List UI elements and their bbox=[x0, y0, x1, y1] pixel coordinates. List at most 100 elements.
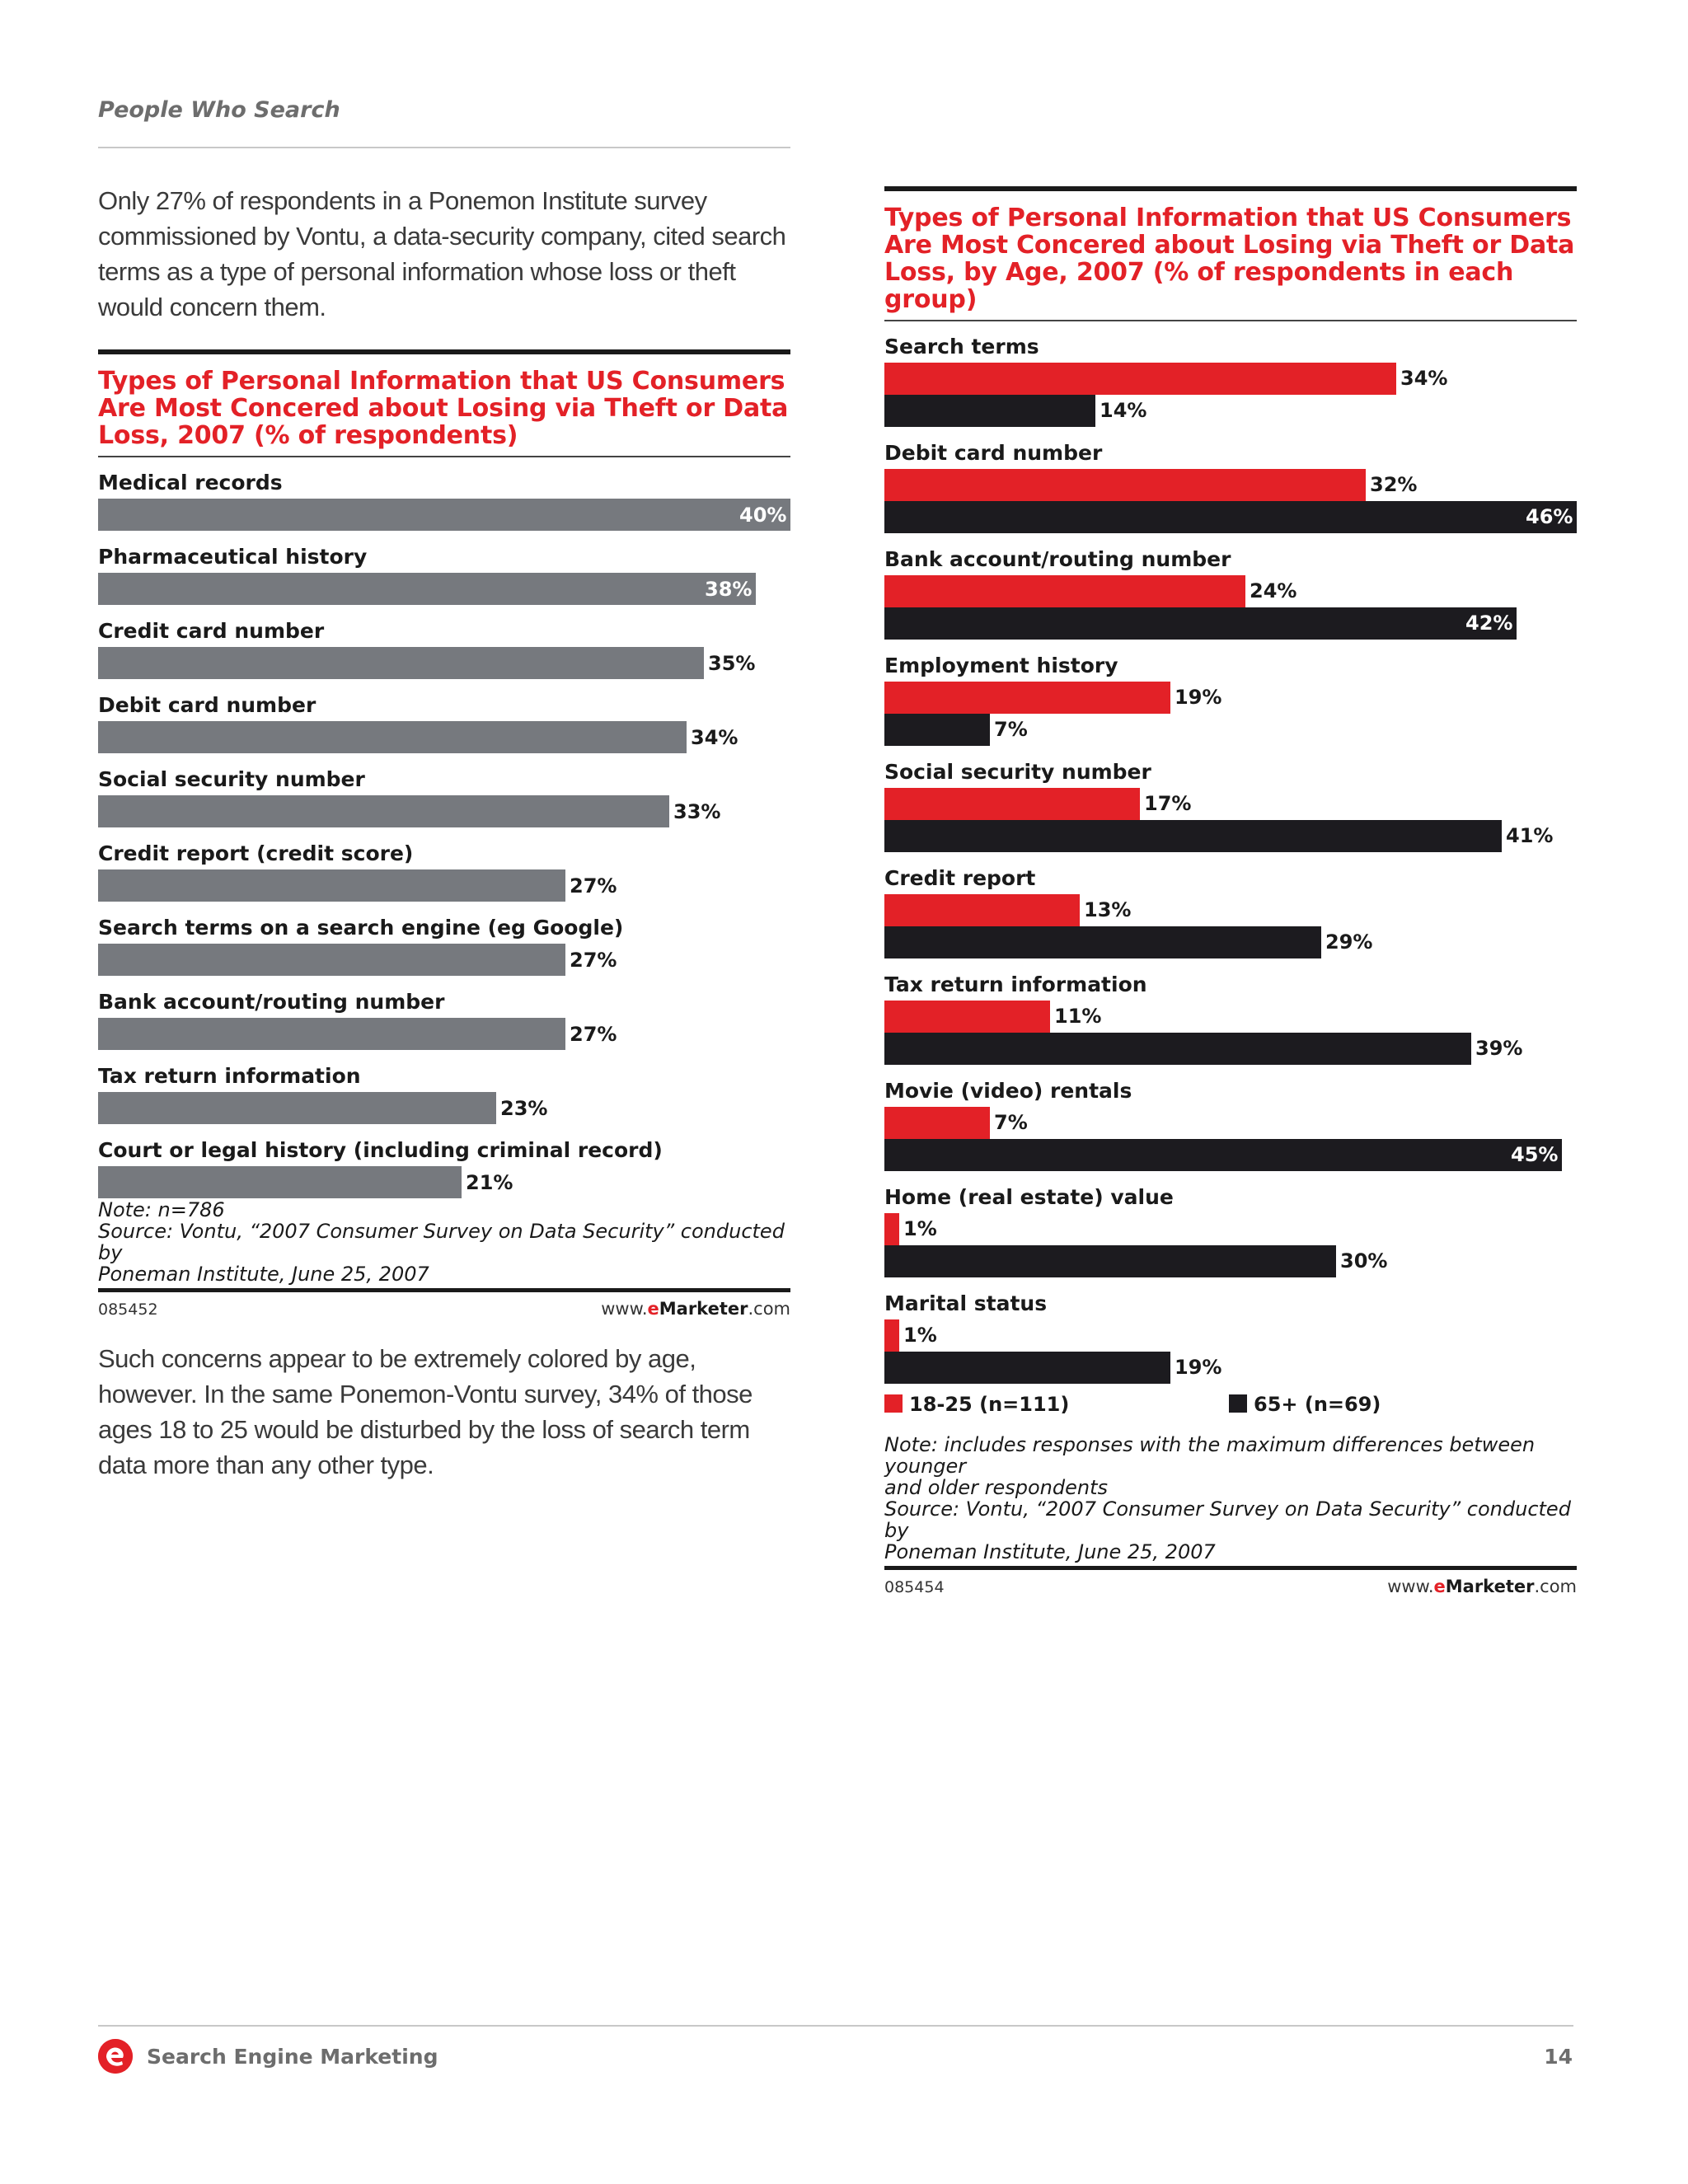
bar-value-label: 29% bbox=[1325, 930, 1373, 954]
bar-18-25 bbox=[884, 788, 1140, 820]
chart-id: 085452 bbox=[98, 1301, 158, 1319]
legend-label: 65+ (n=69) bbox=[1254, 1393, 1381, 1416]
category-label: Employment history bbox=[884, 654, 1118, 677]
bar-group: Credit card number 35% bbox=[98, 606, 790, 680]
site-suffix: .com bbox=[1534, 1577, 1577, 1596]
bar-65-plus bbox=[884, 714, 990, 746]
bar-value-label: 45% bbox=[1511, 1143, 1559, 1166]
chart-bars: Search terms 34% 14% Debit card number 32% 46… bbox=[884, 321, 1577, 1393]
site-suffix: .com bbox=[748, 1299, 790, 1319]
bar-value-label: 32% bbox=[1370, 473, 1418, 496]
bar-group: Home (real estate) value 1% 30% bbox=[884, 1172, 1577, 1278]
chart-footer-rule bbox=[884, 1566, 1577, 1570]
bar-value-label: 24% bbox=[1250, 579, 1297, 602]
site-brand: Marketer bbox=[1445, 1577, 1535, 1596]
category-label: Search terms on a search engine (eg Goog… bbox=[98, 916, 624, 940]
bar-group: Bank account/routing number 24% 42% bbox=[884, 534, 1577, 640]
bar bbox=[98, 944, 565, 976]
chart-note: Note: n=786 bbox=[98, 1198, 225, 1221]
bar-value-label: 14% bbox=[1100, 399, 1147, 422]
chart-notes: Note: includes responses with the maximu… bbox=[884, 1434, 1577, 1563]
chart-source-line: Source: Vontu, “2007 Consumer Survey on … bbox=[884, 1497, 1571, 1542]
category-label: Credit card number bbox=[98, 619, 325, 643]
site-e: e bbox=[1433, 1577, 1446, 1596]
bar-value-label: 21% bbox=[466, 1171, 513, 1194]
bar-18-25 bbox=[884, 575, 1245, 607]
bar-value-label: 39% bbox=[1475, 1037, 1523, 1060]
bar-group: Social security number 17% 41% bbox=[884, 747, 1577, 853]
bar-18-25 bbox=[884, 1319, 899, 1352]
chart-by-age: Types of Personal Information that US Co… bbox=[884, 186, 1577, 1601]
bar-value-label: 38% bbox=[705, 578, 753, 601]
bar-value-label: 40% bbox=[739, 504, 787, 527]
bar-value-label: 19% bbox=[1175, 1356, 1222, 1379]
bar-value-label: 1% bbox=[903, 1324, 937, 1347]
bar-group: Pharmaceutical history 38% bbox=[98, 532, 790, 606]
chart-top-bar bbox=[98, 349, 790, 354]
site-e: e bbox=[647, 1299, 659, 1319]
bar-65-plus bbox=[884, 1352, 1170, 1384]
chart-title-rule bbox=[884, 320, 1577, 321]
category-label: Pharmaceutical history bbox=[98, 545, 368, 569]
bar-65-plus bbox=[884, 1139, 1562, 1171]
bar-group: Tax return information 11% 39% bbox=[884, 959, 1577, 1066]
category-label: Tax return information bbox=[884, 972, 1147, 996]
category-label: Movie (video) rentals bbox=[884, 1079, 1132, 1103]
bar-value-label: 27% bbox=[570, 949, 617, 972]
bar-value-label: 34% bbox=[691, 726, 738, 749]
emarketer-link[interactable]: www.eMarketer.com bbox=[1387, 1577, 1577, 1596]
chart-footer-rule bbox=[98, 1288, 790, 1292]
category-label: Tax return information bbox=[98, 1064, 361, 1088]
bar bbox=[98, 869, 565, 902]
category-label: Court or legal history (including crimin… bbox=[98, 1138, 663, 1162]
bar-group: Marital status 1% 19% bbox=[884, 1278, 1577, 1385]
bar-18-25 bbox=[884, 682, 1170, 714]
category-label: Marital status bbox=[884, 1291, 1048, 1315]
followup-paragraph: Such concerns appear to be extremely col… bbox=[98, 1344, 753, 1479]
category-label: Bank account/routing number bbox=[884, 547, 1231, 571]
bar-value-label: 13% bbox=[1084, 898, 1132, 921]
bar bbox=[98, 721, 687, 753]
intro-paragraph: Only 27% of respondents in a Ponemon Ins… bbox=[98, 186, 786, 321]
bar-group: Credit report 13% 29% bbox=[884, 853, 1577, 959]
bar-value-label: 35% bbox=[708, 652, 756, 675]
legend-label: 18-25 (n=111) bbox=[909, 1393, 1070, 1416]
category-label: Bank account/routing number bbox=[98, 990, 445, 1014]
section-title: People Who Search bbox=[98, 97, 340, 123]
chart-source-line: Source: Vontu, “2007 Consumer Survey on … bbox=[98, 1220, 785, 1264]
bar-group: Debit card number 34% bbox=[98, 680, 790, 754]
bar-65-plus bbox=[884, 501, 1577, 533]
bar-group: Bank account/routing number 27% bbox=[98, 977, 790, 1051]
site-prefix: www. bbox=[601, 1299, 648, 1319]
bar-value-label: 1% bbox=[903, 1217, 937, 1240]
bar bbox=[98, 573, 756, 605]
bar-value-label: 42% bbox=[1465, 612, 1513, 635]
bar-value-label: 17% bbox=[1144, 792, 1192, 815]
bar-18-25 bbox=[884, 1213, 899, 1245]
bar-65-plus bbox=[884, 395, 1095, 427]
header-rule bbox=[98, 147, 790, 148]
bar-group: Debit card number 32% 46% bbox=[884, 428, 1577, 534]
emarketer-link[interactable]: www.eMarketer.com bbox=[601, 1299, 790, 1319]
legend-swatch bbox=[1229, 1394, 1247, 1413]
bar-group: Search terms on a search engine (eg Goog… bbox=[98, 902, 790, 977]
category-label: Search terms bbox=[884, 335, 1039, 359]
category-label: Debit card number bbox=[98, 693, 316, 717]
bar-65-plus bbox=[884, 1245, 1336, 1277]
bar-group: Movie (video) rentals 7% 45% bbox=[884, 1066, 1577, 1172]
bar-65-plus bbox=[884, 820, 1502, 852]
bar-value-label: 27% bbox=[570, 874, 617, 898]
chart-bars: Medical records 40% Pharmaceutical history… bbox=[98, 457, 790, 1207]
bar-group: Court or legal history (including crimin… bbox=[98, 1125, 790, 1199]
category-label: Credit report bbox=[884, 866, 1036, 890]
bar-65-plus bbox=[884, 1033, 1471, 1065]
category-label: Social security number bbox=[98, 767, 365, 791]
bar-value-label: 34% bbox=[1400, 367, 1448, 390]
bar-value-label: 33% bbox=[673, 800, 721, 823]
chart-id: 085454 bbox=[884, 1578, 945, 1596]
bar-group: Employment history 19% 7% bbox=[884, 640, 1577, 747]
bar-18-25 bbox=[884, 1107, 990, 1139]
bar-value-label: 11% bbox=[1054, 1005, 1102, 1028]
bar-value-label: 7% bbox=[994, 1111, 1028, 1134]
chart-title: Types of Personal Information that US Co… bbox=[884, 204, 1575, 314]
